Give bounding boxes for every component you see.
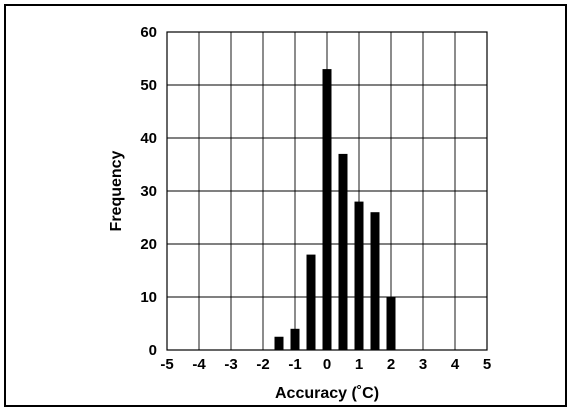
y-axis-title: Frequency: [108, 150, 125, 231]
x-tick-label: -1: [288, 356, 301, 373]
x-tick-label: 0: [323, 356, 331, 373]
histogram-bar: [339, 154, 348, 350]
x-tick-label: 5: [483, 356, 491, 373]
histogram-bar: [291, 329, 300, 350]
x-tick-label: -3: [224, 356, 237, 373]
histogram-bar: [371, 212, 380, 350]
x-tick-label: 3: [419, 356, 427, 373]
x-tick-labels: -5 -4 -3 -2 -1 0 1 2 3 4 5: [160, 356, 491, 373]
x-tick-label: -4: [192, 356, 206, 373]
x-tick-label: 1: [355, 356, 363, 373]
histogram-bar: [275, 337, 284, 350]
histogram-bar: [323, 69, 332, 350]
histogram-bar: [307, 255, 316, 350]
y-tick-labels: 0 10 20 30 40 50 60: [140, 24, 157, 359]
x-tick-label: 2: [387, 356, 395, 373]
histogram-bar: [387, 297, 396, 350]
y-tick-label: 20: [140, 236, 157, 253]
y-tick-label: 10: [140, 289, 157, 306]
histogram-bar: [355, 202, 364, 350]
x-tick-label: -5: [160, 356, 173, 373]
x-tick-label: -2: [256, 356, 269, 373]
x-axis-title: Accuracy (˚C): [275, 385, 379, 402]
y-tick-label: 40: [140, 130, 157, 147]
y-tick-label: 50: [140, 77, 157, 94]
x-tick-label: 4: [451, 356, 460, 373]
y-tick-label: 30: [140, 183, 157, 200]
y-tick-label: 60: [140, 24, 157, 41]
y-tick-label: 0: [149, 342, 157, 359]
